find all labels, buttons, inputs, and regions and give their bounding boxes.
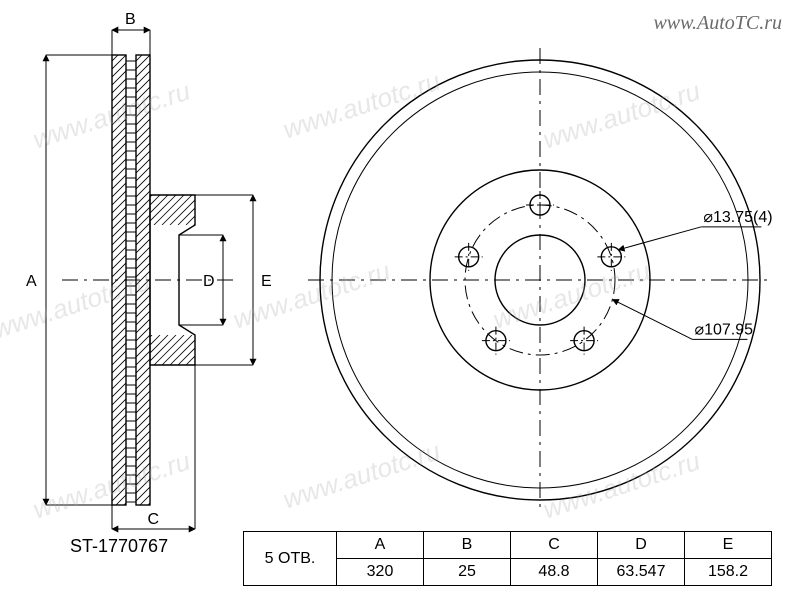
table-col-header: B [424, 532, 511, 559]
table-cell: 25 [424, 559, 511, 586]
svg-text:C: C [148, 511, 160, 528]
part-number: ST-1770767 [70, 536, 168, 557]
table-cell: 48.8 [511, 559, 598, 586]
table-col-header: C [511, 532, 598, 559]
svg-text:B: B [125, 11, 136, 28]
technical-drawing: ⌀13.75(4)⌀107.95ABCDE [0, 0, 800, 600]
table-col-header: E [685, 532, 772, 559]
svg-text:A: A [26, 273, 37, 290]
table-col-header: D [598, 532, 685, 559]
table-header-label: 5 ОТВ. [244, 532, 337, 586]
svg-text:⌀107.95: ⌀107.95 [694, 321, 753, 338]
table-col-header: A [337, 532, 424, 559]
svg-text:D: D [203, 273, 215, 290]
svg-text:E: E [261, 273, 272, 290]
svg-text:⌀13.75(4): ⌀13.75(4) [703, 209, 772, 226]
table-cell: 320 [337, 559, 424, 586]
table-cell: 63.547 [598, 559, 685, 586]
source-url: www.AutoTC.ru [653, 12, 782, 35]
dimension-table: 5 ОТВ.ABCDE 3202548.863.547158.2 [243, 531, 772, 586]
diagram-canvas: www.autotc.ruwww.autotc.ruwww.autotc.ruw… [0, 0, 800, 600]
table-cell: 158.2 [685, 559, 772, 586]
